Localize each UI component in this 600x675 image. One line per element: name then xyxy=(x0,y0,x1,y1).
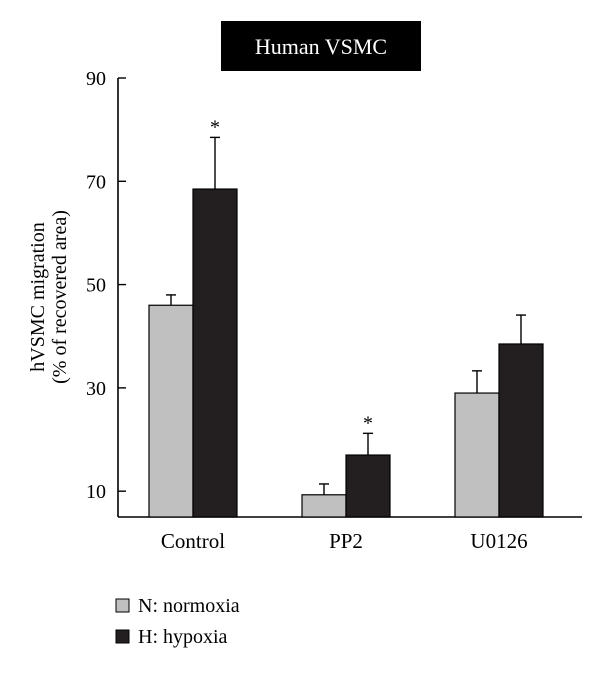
y-axis-label-line-2: (% of recovered area) xyxy=(49,210,71,384)
x-tick-labels: Control PP2 U0126 xyxy=(161,529,528,553)
y-tick-label: 90 xyxy=(86,68,106,90)
legend-swatch-hypoxia xyxy=(115,629,130,644)
significance-marker: * xyxy=(363,412,373,434)
y-ticks: 10 30 50 70 90 xyxy=(86,68,126,503)
bar-hypoxia-control xyxy=(192,188,238,518)
legend-swatch-normoxia xyxy=(115,598,130,613)
bar-normoxia-u0126 xyxy=(454,392,500,518)
significance-marker: * xyxy=(210,116,220,138)
y-tick-label: 50 xyxy=(86,275,106,297)
x-tick-label-control: Control xyxy=(161,529,225,553)
y-axis-label: hVSMC migration (% of recovered area) xyxy=(27,210,71,384)
y-tick-label: 10 xyxy=(86,481,106,503)
legend: N: normoxia H: hypoxia xyxy=(115,595,240,648)
y-tick-label: 30 xyxy=(86,378,106,400)
y-axis-label-line-1: hVSMC migration xyxy=(27,222,49,371)
bar-normoxia-control xyxy=(148,304,194,518)
chart-title-box xyxy=(221,21,421,71)
chart-title: Human VSMC xyxy=(255,34,387,59)
x-tick-label-u0126: U0126 xyxy=(470,529,527,553)
bar-hypoxia-u0126 xyxy=(498,343,544,518)
bar-normoxia-pp2 xyxy=(301,494,347,518)
y-tick-label: 70 xyxy=(86,171,106,193)
x-tick-label-pp2: PP2 xyxy=(329,529,363,553)
legend-label-normoxia: N: normoxia xyxy=(138,595,240,617)
bars: ** xyxy=(148,116,544,518)
legend-label-hypoxia: H: hypoxia xyxy=(138,626,228,648)
bar-hypoxia-pp2 xyxy=(345,454,391,518)
